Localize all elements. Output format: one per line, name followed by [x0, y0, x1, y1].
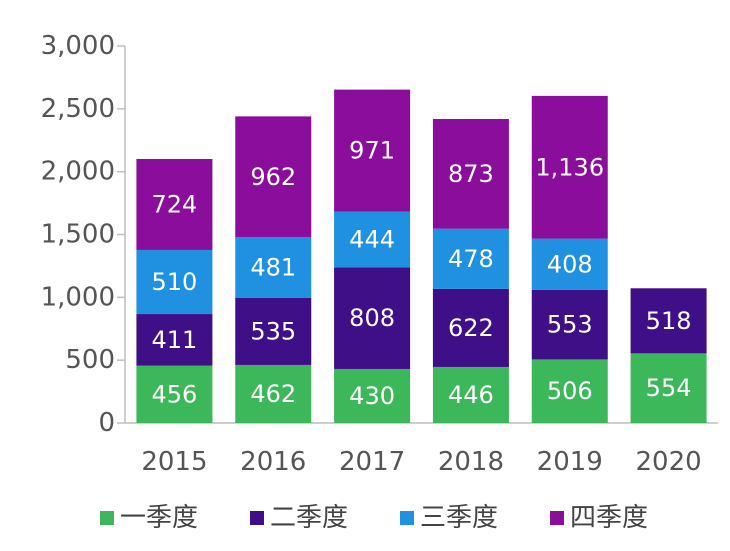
legend-swatch [550, 511, 564, 525]
bar-segment [136, 314, 213, 366]
data-label: 462 [250, 380, 296, 408]
bar-segment [630, 353, 707, 423]
y-tick-label: 1,500 [41, 220, 115, 250]
data-label: 518 [646, 307, 692, 335]
bar-segment [432, 288, 509, 367]
data-label: 1,136 [535, 153, 604, 181]
bar-segment [235, 237, 312, 298]
bar-segment [136, 158, 213, 250]
data-label: 535 [250, 317, 296, 345]
data-label: 446 [448, 381, 494, 409]
bar-segment [136, 365, 213, 423]
legend: 一季度 二季度 三季度 四季度 [100, 503, 648, 533]
data-label: 971 [349, 137, 395, 165]
bar-segment [432, 366, 509, 423]
y-tick-label: 1,000 [41, 282, 115, 312]
bar-segment [235, 364, 312, 423]
bar-segment [334, 89, 411, 212]
data-label: 553 [547, 311, 593, 339]
legend-label: 二季度 [270, 503, 348, 533]
data-label: 481 [250, 253, 296, 281]
bar-segment [432, 228, 509, 289]
x-tick-label: 2015 [141, 447, 207, 477]
data-label: 456 [152, 380, 198, 408]
bar-segment [334, 211, 411, 268]
data-label: 962 [250, 163, 296, 191]
x-tick-label: 2019 [537, 447, 603, 477]
legend-swatch [250, 511, 264, 525]
legend-swatch [100, 511, 114, 525]
bar-segment [136, 249, 213, 315]
legend-swatch [400, 511, 414, 525]
legend-label: 一季度 [120, 503, 198, 533]
bar-segment [630, 288, 707, 354]
data-label: 444 [349, 226, 395, 254]
data-label: 506 [547, 377, 593, 405]
bar-segment [531, 95, 608, 239]
bar-segment [531, 289, 608, 360]
data-label: 554 [646, 374, 692, 402]
data-label: 510 [152, 268, 198, 296]
data-label: 411 [152, 326, 198, 354]
x-tick-label: 2017 [339, 447, 405, 477]
x-tick-label: 2020 [635, 447, 701, 477]
y-tick-label: 0 [98, 408, 115, 438]
data-label: 430 [349, 382, 395, 410]
bar-segment [235, 116, 312, 238]
data-label: 808 [349, 304, 395, 332]
data-label: 724 [152, 190, 198, 218]
x-tick-label: 2018 [438, 447, 504, 477]
y-tick-label: 2,500 [41, 94, 115, 124]
bar-segment [235, 297, 312, 365]
y-tick-label: 2,000 [41, 157, 115, 187]
data-label: 622 [448, 314, 494, 342]
legend-label: 三季度 [420, 503, 498, 533]
y-tick-label: 3,000 [41, 31, 115, 61]
data-label: 408 [547, 250, 593, 278]
data-label: 873 [448, 160, 494, 188]
legend-label: 四季度 [570, 503, 648, 533]
bar-segment [334, 267, 411, 369]
bar-segment [334, 368, 411, 423]
x-tick-label: 2016 [240, 447, 306, 477]
bar-segment [531, 238, 608, 290]
x-axis: 2015 2016 2017 2018 2019 2020 [125, 422, 718, 477]
bar-segment [432, 119, 509, 229]
data-label: 478 [448, 245, 494, 273]
y-tick-label: 500 [65, 345, 115, 375]
bar-segment [531, 359, 608, 423]
y-axis: 0 500 1,000 1,500 2,000 2,500 3,000 [41, 31, 126, 438]
bars: 456 411 510 724 462 535 481 962 430 808 444 971 446 6… [136, 89, 707, 423]
